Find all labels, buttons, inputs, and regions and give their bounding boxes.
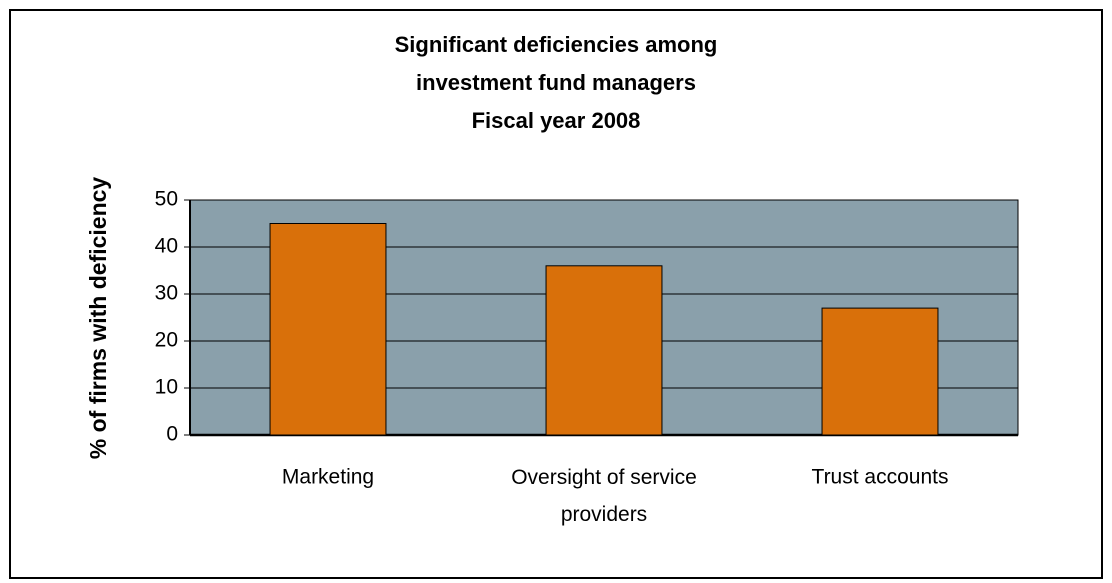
bar — [269, 223, 387, 436]
bar — [545, 265, 663, 436]
x-tick-label: Oversight of service providers — [511, 466, 697, 526]
y-tick-label: 40 — [155, 235, 178, 258]
y-axis-label: % of firms with deficiency — [85, 177, 111, 460]
chart-title: Significant deficiencies among — [395, 32, 718, 57]
x-tick-label: Marketing — [282, 466, 374, 489]
y-tick-label: 10 — [155, 376, 178, 399]
chart-title: investment fund managers — [416, 70, 696, 95]
x-tick-label: Trust accounts — [812, 466, 949, 489]
y-tick-label: 20 — [155, 329, 178, 352]
y-tick-label: 30 — [155, 282, 178, 305]
y-tick-label: 50 — [155, 188, 178, 211]
y-tick-label: 0 — [166, 423, 178, 446]
chart-title: Fiscal year 2008 — [472, 108, 641, 133]
bar — [821, 307, 939, 436]
